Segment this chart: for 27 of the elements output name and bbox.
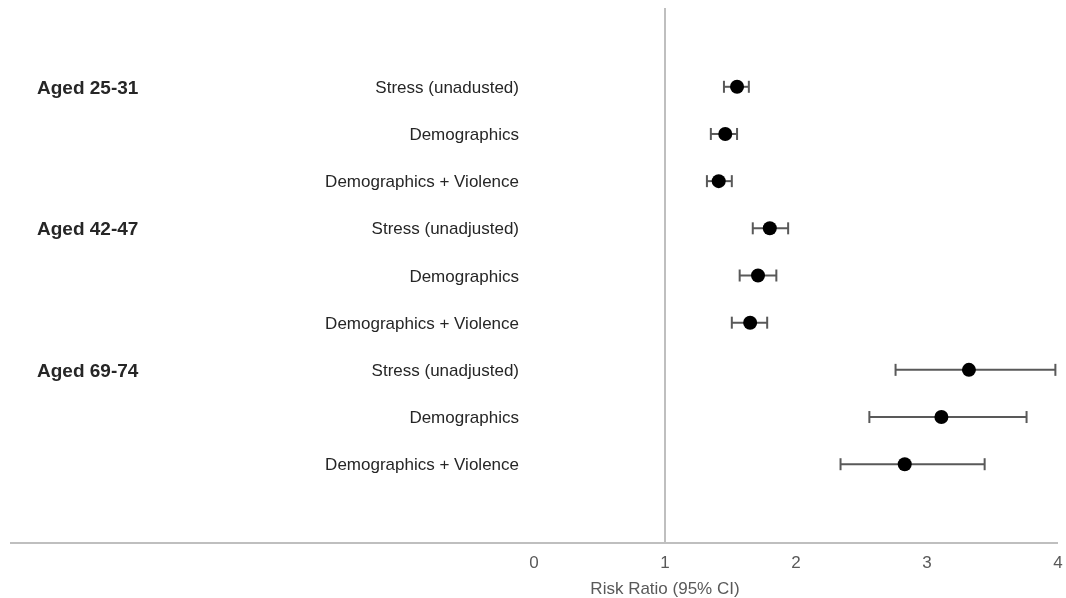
x-tick-label: 4	[1053, 553, 1063, 572]
y-tick-label: Stress (unadjusted)	[371, 360, 519, 380]
point	[743, 315, 758, 330]
y-tick-label: Demographics + Violence	[325, 172, 519, 192]
point	[961, 362, 976, 377]
y-tick-label: Stress (unadusted)	[375, 77, 519, 97]
y-tick-label: Demographics	[409, 266, 519, 286]
point	[718, 126, 733, 141]
annotation: Aged 25-31	[37, 76, 139, 98]
x-axis-title: Risk Ratio (95% CI)	[590, 579, 740, 598]
x-tick-label: 0	[529, 553, 539, 572]
y-tick-label: Demographics	[409, 408, 519, 428]
annotation: Aged 69-74	[37, 359, 139, 381]
x-tick-label: 3	[922, 553, 932, 572]
annotation: Aged 42-47	[37, 218, 139, 240]
point	[762, 221, 777, 236]
y-tick-label: Demographics + Violence	[325, 455, 519, 475]
point	[897, 457, 912, 472]
point	[751, 268, 766, 283]
y-tick-label: Demographics + Violence	[325, 313, 519, 333]
y-tick-label: Stress (unadjusted)	[371, 219, 519, 239]
point	[934, 410, 949, 425]
x-tick-label: 2	[791, 553, 801, 572]
x-tick-label: 1	[660, 553, 670, 572]
point	[730, 79, 745, 94]
y-tick-label: Demographics	[409, 124, 519, 144]
point	[711, 174, 726, 189]
